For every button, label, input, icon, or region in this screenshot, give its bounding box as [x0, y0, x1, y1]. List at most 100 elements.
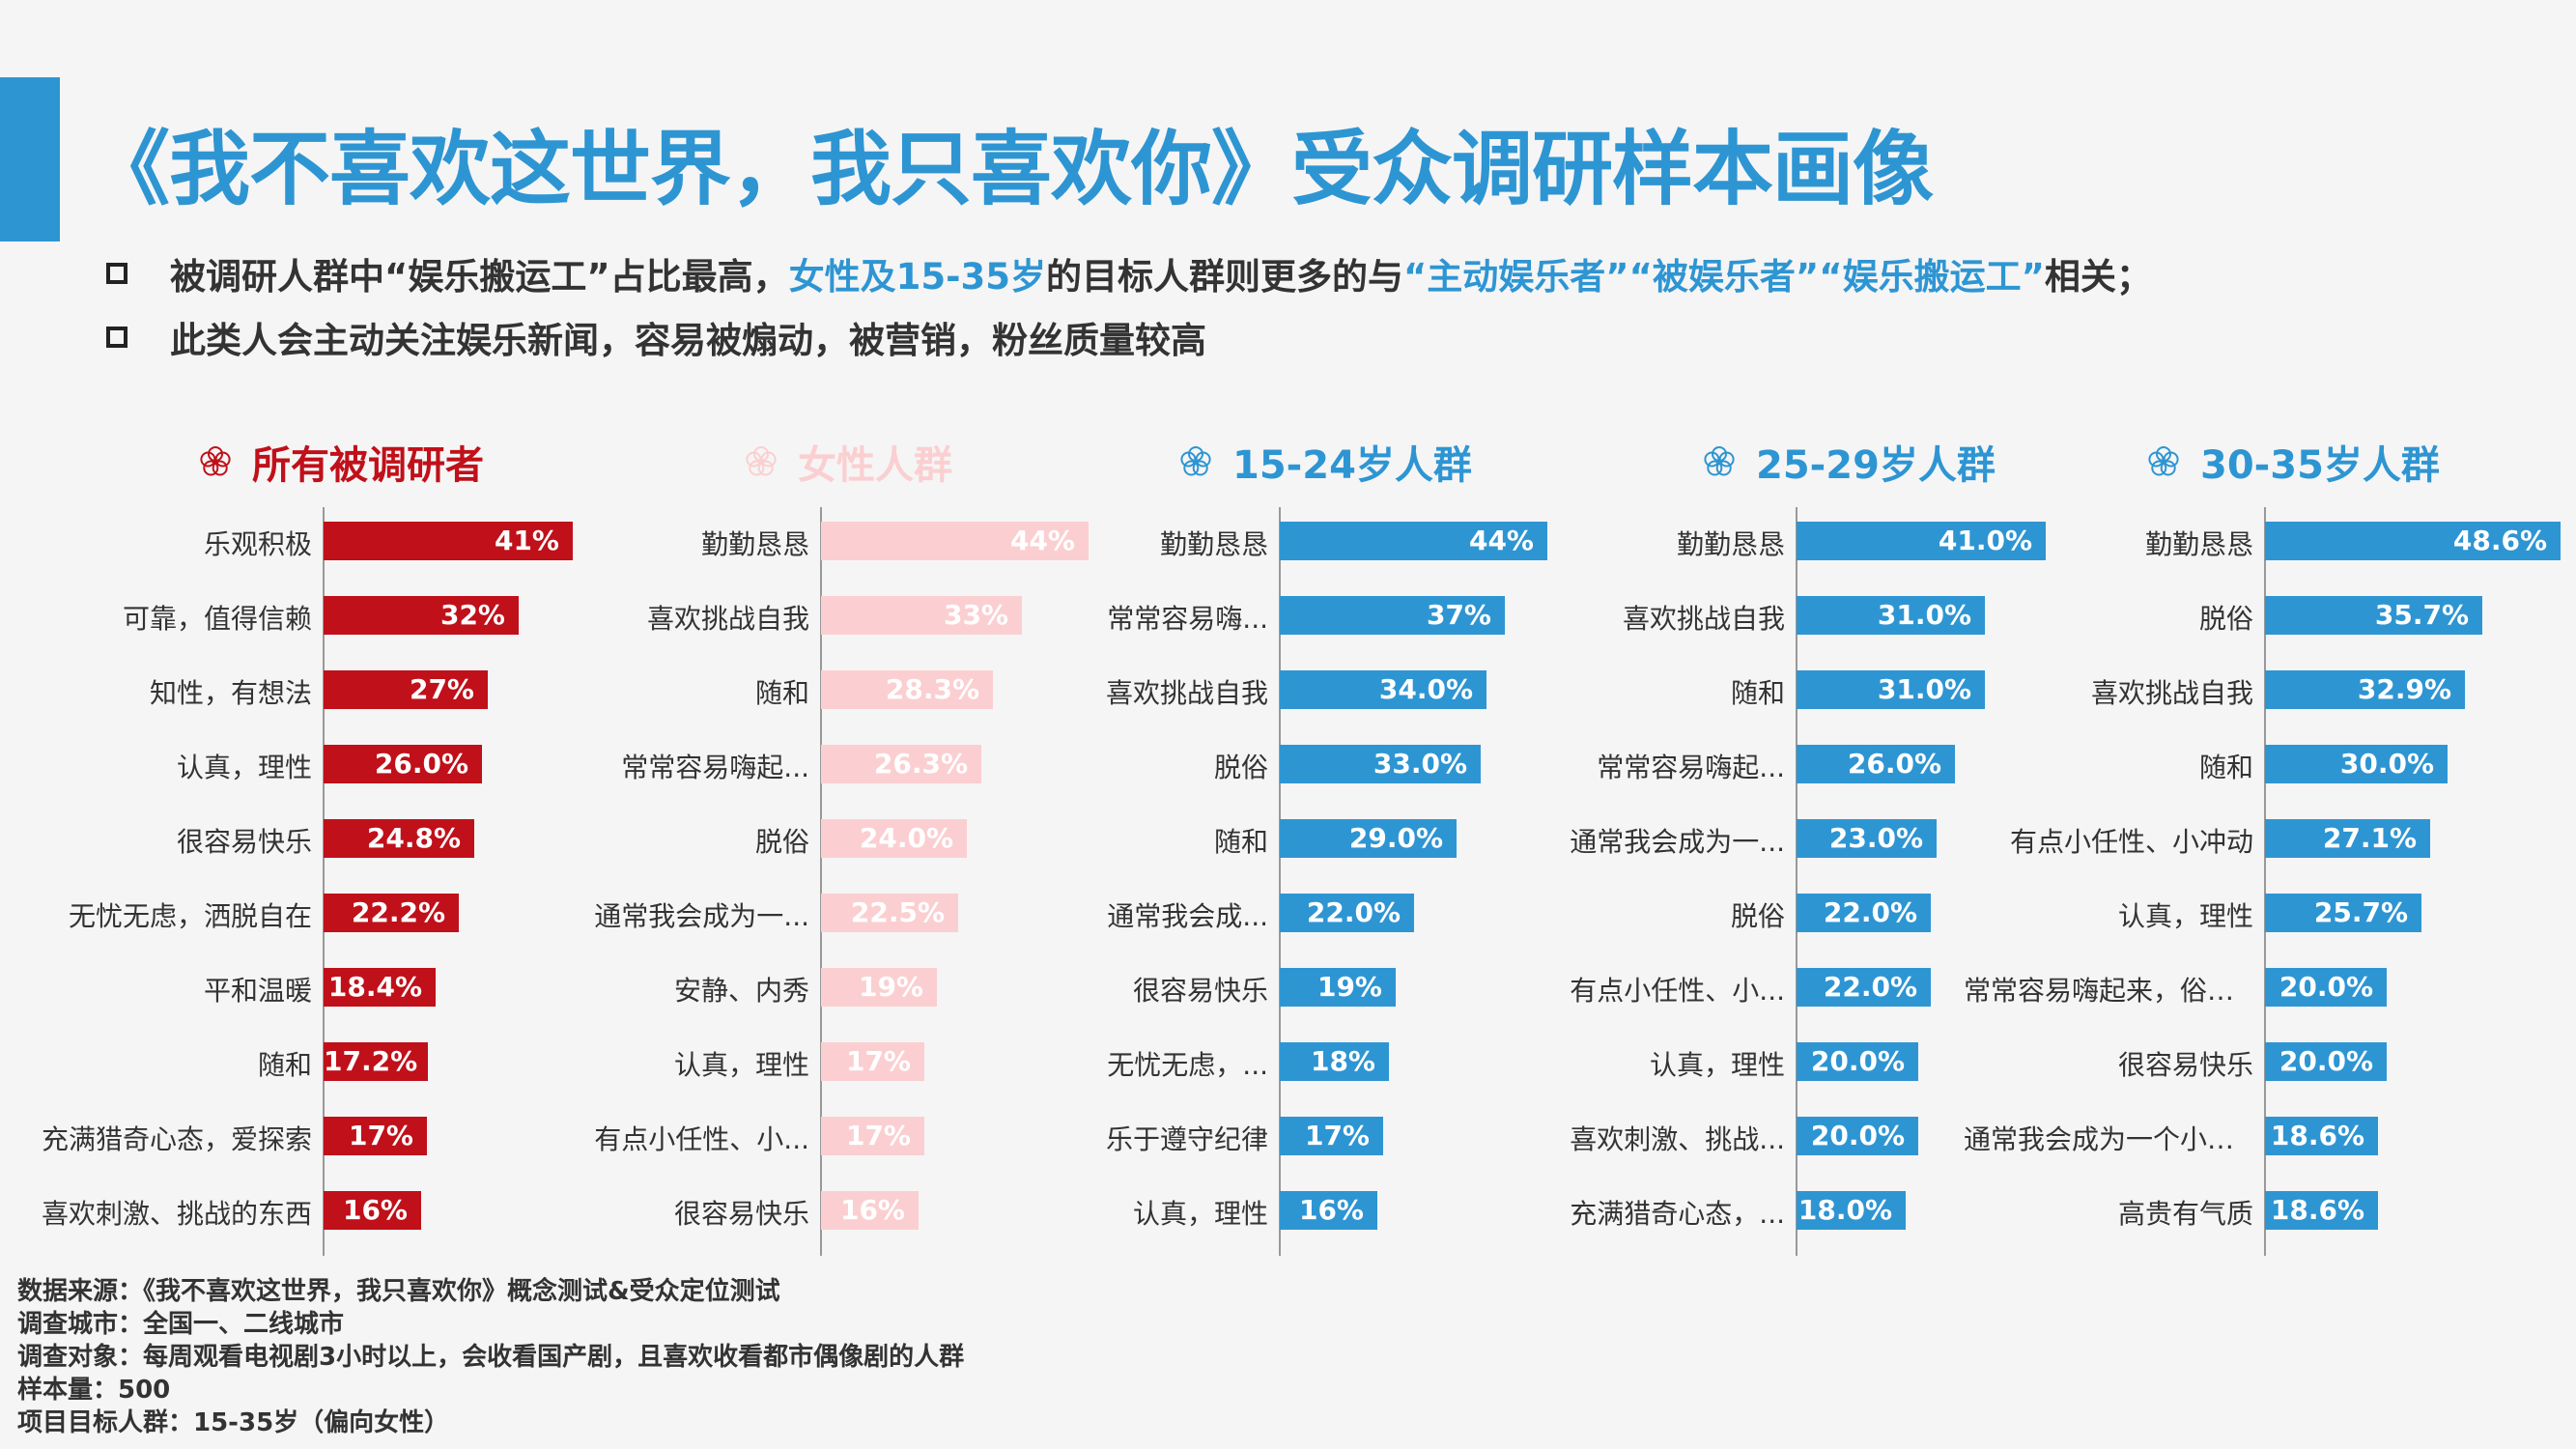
bullet-item-2: 此类人会主动关注娱乐新闻，容易被煽动，被营销，粉丝质量较高 — [106, 305, 2152, 369]
chart-3-category-label: 随和 — [1213, 826, 1268, 858]
chart-2-value-label: 17% — [845, 1120, 911, 1151]
chart-4-value-label: 41.0% — [1938, 525, 2032, 556]
bullet-1-part1: 被调研人群中“娱乐搬运工”占比最高， — [170, 256, 789, 298]
chart-2-bar — [821, 745, 981, 783]
chart-2-category-label: 脱俗 — [754, 826, 809, 858]
flower-icon — [1180, 446, 1211, 476]
chart-4-value-label: 20.0% — [1810, 1120, 1905, 1151]
chart-2-category-label: 喜欢挑战自我 — [646, 603, 809, 635]
chart-1-bar — [324, 1117, 427, 1155]
chart-3-bar — [1280, 670, 1486, 709]
chart-3-title: 15-24岁人群 — [1178, 435, 1472, 489]
chart-2-category-label: 很容易快乐 — [673, 1198, 809, 1230]
chart-1-value-label: 17% — [348, 1120, 413, 1151]
chart-3-bar — [1280, 522, 1547, 560]
chart-3-category-label: 脱俗 — [1213, 752, 1268, 783]
chart-3-category-label: 常常容易嗨... — [1107, 603, 1268, 635]
chart-5-value-label: 20.0% — [2279, 1045, 2373, 1077]
bullet-1-highlight-1: 女性及15-35岁 — [788, 256, 1046, 298]
square-bullet-icon — [106, 327, 127, 348]
chart-1-category-label: 乐观积极 — [203, 528, 312, 560]
chart-2-value-label: 33% — [943, 599, 1008, 631]
chart-1-value-label: 18.4% — [327, 971, 422, 1003]
chart-5-bar — [2265, 596, 2482, 635]
chart-5-title: 30-35岁人群 — [2146, 435, 2440, 489]
bullet-1-part3: 相关； — [2044, 256, 2152, 298]
chart-1-bar — [324, 596, 519, 635]
chart-2-axis — [820, 507, 822, 1256]
chart-4-value-label: 23.0% — [1828, 822, 1923, 854]
chart-2-bar — [821, 1117, 924, 1155]
chart-5-bar — [2265, 1117, 2378, 1155]
chart-4-bar — [1797, 1117, 1918, 1155]
chart-5-value-label: 48.6% — [2452, 525, 2547, 556]
chart-4-category-label: 认真，理性 — [1649, 1049, 1785, 1081]
flower-icon — [200, 446, 231, 476]
chart-4-category-label: 通常我会成为一... — [1570, 826, 1785, 858]
chart-1-category-label: 随和 — [257, 1049, 312, 1081]
chart-3-value-label: 34.0% — [1378, 673, 1473, 705]
chart-1-bar — [324, 745, 482, 783]
chart-1-value-label: 24.8% — [366, 822, 461, 854]
bullet-2-text: 此类人会主动关注娱乐新闻，容易被煽动，被营销，粉丝质量较高 — [170, 320, 1206, 361]
chart-2-category-label: 认真，理性 — [673, 1049, 809, 1081]
chart-3-value-label: 22.0% — [1306, 896, 1401, 928]
chart-1-category-label: 认真，理性 — [176, 752, 312, 783]
chart-5-category-label: 脱俗 — [2198, 603, 2253, 635]
footer-survey-cities: 调查城市：全国一、二线城市 — [17, 1310, 345, 1339]
chart-5-value-label: 18.6% — [2270, 1120, 2364, 1151]
chart-4-value-label: 31.0% — [1877, 599, 1971, 631]
bullet-1-part2: 的目标人群则更多的与 — [1045, 256, 1403, 298]
chart-1-value-label: 41% — [494, 525, 559, 556]
chart-1-category-label: 无忧无虑，洒脱自在 — [68, 900, 312, 932]
chart-1-category-label: 可靠，值得信赖 — [122, 603, 312, 635]
chart-3-category-label: 乐于遵守纪律 — [1105, 1123, 1268, 1155]
chart-2-value-label: 16% — [839, 1194, 905, 1226]
square-bullet-icon — [106, 263, 127, 284]
flower-icon — [1704, 446, 1735, 476]
chart-5-bar — [2265, 522, 2561, 560]
chart-2-category-label: 常常容易嗨起... — [621, 752, 809, 783]
chart-5-bar — [2265, 670, 2465, 709]
chart-5-value-label: 27.1% — [2322, 822, 2417, 854]
chart-3-value-label: 17% — [1304, 1120, 1370, 1151]
footer-survey-target: 调查对象：每周观看电视剧3小时以上，会收看国产剧，且喜欢收看都市偶像剧的人群 — [17, 1343, 965, 1372]
chart-4-bar — [1797, 670, 1985, 709]
chart-5-axis — [2264, 507, 2266, 1256]
chart-3-bar — [1280, 894, 1414, 932]
chart-1-bar — [324, 1191, 421, 1230]
chart-1-bar — [324, 670, 488, 709]
chart-4-category-label: 喜欢刺激、挑战... — [1570, 1123, 1785, 1155]
chart-4-bar — [1797, 819, 1937, 858]
chart-4-bar — [1797, 894, 1931, 932]
chart-2-category-label: 安静、内秀 — [673, 975, 809, 1007]
chart-4-category-label: 常常容易嗨起... — [1597, 752, 1785, 783]
chart-3-category-label: 无忧无虑，... — [1107, 1049, 1268, 1081]
chart-3-category-label: 喜欢挑战自我 — [1105, 677, 1268, 709]
chart-1-bar — [324, 819, 474, 858]
chart-4-title-text: 25-29岁人群 — [1756, 443, 1996, 488]
chart-4-category-label: 随和 — [1730, 677, 1785, 709]
chart-5-bar — [2265, 1042, 2387, 1081]
chart-3-bar — [1280, 968, 1396, 1007]
chart-4-category-label: 有点小任性、小... — [1570, 975, 1785, 1007]
chart-2-bar — [821, 1191, 919, 1230]
chart-1-value-label: 27% — [409, 673, 474, 705]
chart-4-value-label: 18.0% — [1798, 1194, 1892, 1226]
chart-2-bar — [821, 522, 1089, 560]
chart-2-bar — [821, 968, 937, 1007]
chart-2-bar — [821, 1042, 924, 1081]
chart-2-bar — [821, 670, 993, 709]
chart-2-title: 女性人群 — [744, 435, 952, 489]
chart-5-value-label: 18.6% — [2270, 1194, 2364, 1226]
chart-3-title-text: 15-24岁人群 — [1232, 443, 1472, 488]
chart-5-category-label: 常常容易嗨起来，俗称... — [1964, 975, 2253, 1007]
chart-4-title: 25-29岁人群 — [1702, 435, 1996, 489]
chart-2-bar — [821, 894, 958, 932]
chart-3-bar — [1280, 596, 1505, 635]
chart-3-value-label: 29.0% — [1348, 822, 1443, 854]
chart-5-category-label: 通常我会成为一个小集... — [1964, 1123, 2253, 1155]
chart-3-axis — [1279, 507, 1281, 1256]
chart-4-value-label: 31.0% — [1877, 673, 1971, 705]
chart-3-category-label: 通常我会成... — [1107, 900, 1268, 932]
